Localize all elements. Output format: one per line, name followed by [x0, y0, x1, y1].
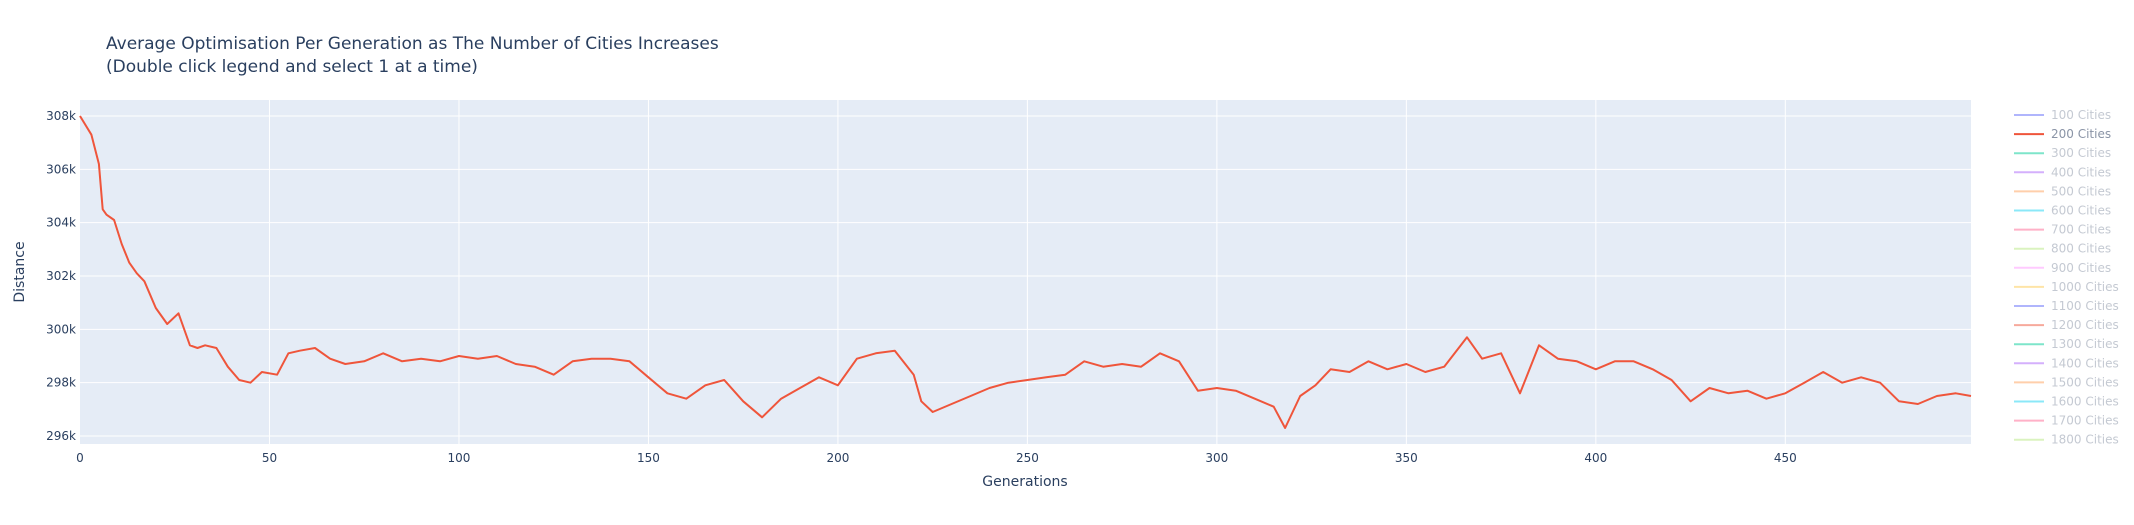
legend-label: 1200 Cities: [2051, 318, 2119, 332]
legend-item[interactable]: 800 Cities: [2014, 242, 2111, 256]
legend-label: 700 Cities: [2051, 223, 2111, 237]
legend-item[interactable]: 1800 Cities: [2014, 433, 2119, 447]
legend-label: 500 Cities: [2051, 184, 2111, 198]
y-tick-label: 308k: [46, 109, 76, 123]
legend-item[interactable]: 700 Cities: [2014, 223, 2111, 237]
grid-lines: [80, 100, 1971, 444]
legend-item[interactable]: 1700 Cities: [2014, 414, 2119, 428]
legend-item[interactable]: 100 Cities: [2014, 108, 2111, 122]
x-tick-label: 250: [1016, 451, 1039, 465]
legend-label: 600 Cities: [2051, 204, 2111, 218]
legend-item[interactable]: 400 Cities: [2014, 165, 2111, 179]
chart-title-block: Average Optimisation Per Generation as T…: [106, 33, 719, 79]
legend-label: 1100 Cities: [2051, 299, 2119, 313]
x-tick-label: 450: [1774, 451, 1797, 465]
legend-item[interactable]: 1600 Cities: [2014, 395, 2119, 409]
legend-label: 300 Cities: [2051, 146, 2111, 160]
series-line-200-cities: [79, 115, 1972, 429]
x-axis-ticks: 0 50 100 150 200 250 300 350 400 450: [76, 451, 1797, 465]
legend-item[interactable]: 300 Cities: [2014, 146, 2111, 160]
x-tick-label: 300: [1205, 451, 1228, 465]
legend-label: 1300 Cities: [2051, 337, 2119, 351]
legend-item[interactable]: 900 Cities: [2014, 261, 2111, 275]
legend-label: 200 Cities: [2051, 127, 2111, 141]
legend-label: 1600 Cities: [2051, 395, 2119, 409]
y-tick-label: 306k: [46, 162, 76, 176]
y-axis-title: Distance: [12, 241, 28, 302]
legend-label: 1000 Cities: [2051, 280, 2119, 294]
legend-item[interactable]: 600 Cities: [2014, 204, 2111, 218]
legend-item[interactable]: 500 Cities: [2014, 184, 2111, 198]
y-axis-ticks: 296k 298k 300k 302k 304k 306k 308k: [46, 109, 76, 443]
legend-label: 1700 Cities: [2051, 414, 2119, 428]
legend[interactable]: 100 Cities 200 Cities 300 Cities 400 Cities…: [2014, 108, 2119, 447]
legend-label: 1400 Cities: [2051, 356, 2119, 370]
y-tick-label: 304k: [46, 216, 76, 230]
legend-label: 100 Cities: [2051, 108, 2111, 122]
legend-item[interactable]: 1400 Cities: [2014, 356, 2119, 370]
x-tick-label: 50: [262, 451, 277, 465]
x-tick-label: 350: [1395, 451, 1418, 465]
x-tick-label: 150: [637, 451, 660, 465]
x-tick-label: 100: [448, 451, 471, 465]
legend-label: 1500 Cities: [2051, 375, 2119, 389]
legend-item[interactable]: 200 Cities: [2014, 127, 2111, 141]
chart-title: Average Optimisation Per Generation as T…: [106, 34, 719, 54]
x-tick-label: 400: [1584, 451, 1607, 465]
x-tick-label: 0: [76, 451, 84, 465]
y-tick-label: 296k: [46, 429, 76, 443]
legend-label: 1800 Cities: [2051, 433, 2119, 447]
y-tick-label: 302k: [46, 269, 76, 283]
legend-item[interactable]: 1100 Cities: [2014, 299, 2119, 313]
legend-label: 900 Cities: [2051, 261, 2111, 275]
x-axis-title: Generations: [982, 474, 1067, 490]
legend-item[interactable]: 1000 Cities: [2014, 280, 2119, 294]
y-tick-label: 300k: [46, 322, 76, 336]
plot-background: [80, 100, 1971, 444]
y-tick-label: 298k: [46, 376, 76, 390]
x-tick-label: 200: [826, 451, 849, 465]
legend-label: 800 Cities: [2051, 242, 2111, 256]
legend-item[interactable]: 1500 Cities: [2014, 375, 2119, 389]
series-lines: [79, 115, 1972, 429]
chart-subtitle: (Double click legend and select 1 at a t…: [106, 57, 478, 77]
legend-item[interactable]: 1300 Cities: [2014, 337, 2119, 351]
legend-item[interactable]: 1200 Cities: [2014, 318, 2119, 332]
legend-label: 400 Cities: [2051, 165, 2111, 179]
